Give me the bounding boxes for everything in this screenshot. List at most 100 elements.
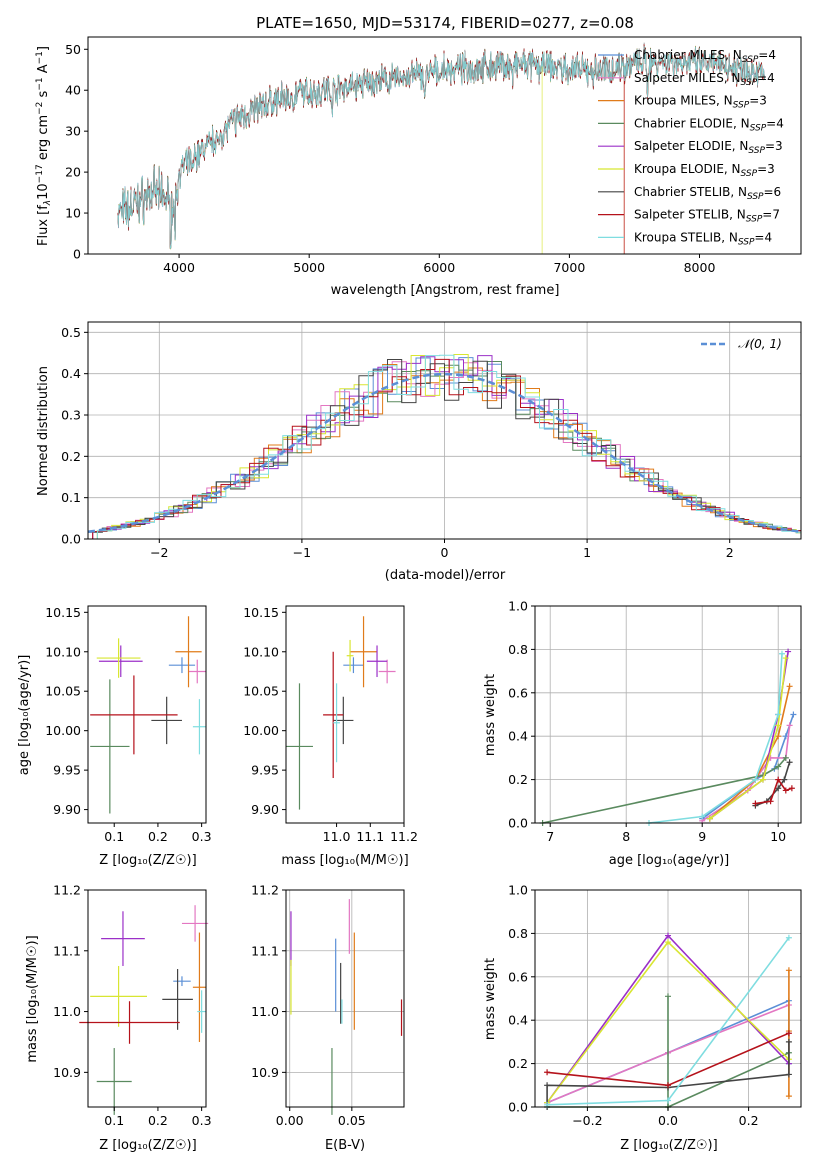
histogram-ytick-label: 0.2: [61, 449, 81, 464]
mass-weight-vs-age-marker: [786, 759, 793, 766]
age-vs-metallicity-marks: [90, 616, 206, 814]
spectrum-title: PLATE=1650, MJD=53174, FIBERID=0277, z=0…: [256, 14, 634, 32]
mass-vs-metallicity-xtick-label: 0.1: [104, 1113, 124, 1128]
histogram-frame: [87, 321, 802, 540]
mass-weight-vs-age-marker: [782, 787, 789, 794]
age-vs-mass-marks: [286, 616, 396, 810]
mass-weight-vs-age-ytick-label: 0.0: [508, 816, 528, 831]
age-vs-metallicity-xtick-label: 0.3: [192, 829, 212, 844]
spectrum-xtick-label: 7000: [553, 260, 585, 275]
spectrum-ytick-label: 50: [65, 42, 81, 57]
mass-weight-vs-age-marker: [767, 798, 774, 805]
spectrum-ytick-label: 40: [65, 83, 81, 98]
mass-weight-vs-age-marker: [699, 813, 706, 820]
mass-weight-vs-age-marker: [752, 776, 759, 783]
mass-weight-vs-metallicity-panel: −0.2 0.0 0.2 0.0 0.2 0.4 0.6 0.8 1.0 Z [log₁₀(Z/…: [483, 883, 802, 1153]
histogram-panel: −2 −1 0 1 2 0.0 0.1 0.2 0.3 0.4 0.5 (data-model)/e…: [36, 321, 802, 583]
histogram-ytick-label: 0.4: [61, 366, 81, 381]
mass-weight-vs-metallicity-ytick-label: 0.8: [508, 926, 528, 941]
mass-weight-vs-age-marker: [775, 785, 782, 792]
mass-weight-vs-age-ytick-label: 0.8: [508, 642, 528, 657]
age-vs-metallicity-panel: 0.1 0.2 0.3 9.90 9.95 10.00 10.05 10.10 10.15 Z …: [17, 605, 212, 868]
mass-weight-vs-metallicity-marker: [785, 934, 792, 941]
mass-weight-vs-metallicity-marker: [544, 1069, 551, 1076]
mass-vs-ebv-ytick-label: 11.1: [251, 943, 279, 958]
spectrum-lines: [117, 42, 765, 254]
spectrum-xlabel: wavelength [Angstrom, rest frame]: [331, 283, 560, 298]
mass-weight-vs-age-marker: [782, 655, 789, 662]
mass-vs-metallicity-ytick-label: 11.1: [53, 943, 81, 958]
age-vs-mass-ytick-label: 9.95: [251, 763, 279, 778]
spectrum-ytick-label: 30: [65, 124, 81, 139]
mass-vs-metallicity-ytick-label: 11.0: [53, 1004, 81, 1019]
mass-weight-vs-metallicity-xlabel: Z [log₁₀(Z/Z☉)]: [620, 1138, 717, 1153]
mass-weight-vs-metallicity-marker: [665, 939, 671, 946]
age-vs-metallicity-ytick-label: 9.90: [53, 802, 81, 817]
mass-weight-vs-age-marker: [775, 776, 782, 783]
mass-weight-vs-age-marker: [775, 733, 782, 740]
mass-weight-vs-age-series-line: [709, 658, 787, 820]
histogram-xtick-label: 2: [726, 545, 734, 560]
mass-weight-vs-metallicity-marker: [665, 1097, 671, 1104]
mass-weight-vs-age-frame: [534, 605, 802, 824]
age-vs-mass-ticks: 11.0 11.1 11.2 9.90 9.95 10.00 10.05 10.10 10.15: [243, 605, 418, 844]
mass-weight-vs-metallicity-ytick-label: 1.0: [508, 883, 528, 898]
histogram-normal-curve: [87, 372, 802, 534]
mass-vs-metallicity-xlabel: Z [log₁₀(Z/Z☉)]: [99, 1138, 196, 1153]
mass-vs-ebv-ytick-label: 11.0: [251, 1004, 279, 1019]
mass-weight-vs-metallicity-ticks: −0.2 0.0 0.2 0.0 0.2 0.4 0.6 0.8 1.0: [508, 883, 758, 1129]
mass-weight-vs-age-marker: [782, 754, 789, 761]
spectrum-legend-label: Chabrier MILES, NSSP=4: [634, 48, 776, 65]
mass-vs-ebv-ytick-label: 11.2: [251, 883, 279, 898]
mass-weight-vs-metallicity-marker: [785, 1093, 792, 1100]
histogram-legend-label: 𝒩(0, 1): [738, 337, 782, 351]
spectrum-panel: PLATE=1650, MJD=53174, FIBERID=0277, z=0…: [35, 14, 802, 298]
mass-weight-vs-age-xtick-label: 9: [698, 829, 706, 844]
mass-weight-vs-age-marker: [752, 800, 759, 807]
age-vs-mass-ytick-label: 10.00: [243, 723, 279, 738]
mass-vs-ebv-marks: [290, 899, 403, 1115]
mass-weight-vs-metallicity-xtick-label: −0.2: [572, 1113, 602, 1128]
age-vs-metallicity-ytick-label: 10.10: [45, 644, 81, 659]
age-vs-mass-xlabel: mass [log₁₀(M/M☉)]: [281, 853, 408, 868]
spectrum-legend-label: Chabrier STELIB, NSSP=6: [634, 185, 781, 202]
mass-weight-vs-age-marker: [785, 648, 792, 655]
mass-weight-vs-age-ytick-label: 0.4: [508, 729, 528, 744]
mass-vs-metallicity-ytick-label: 10.9: [53, 1065, 81, 1080]
age-vs-mass-xtick-label: 11.0: [323, 829, 351, 844]
mass-weight-vs-age-xtick-label: 7: [546, 829, 554, 844]
mass-vs-metallicity-xtick-label: 0.3: [192, 1113, 212, 1128]
mass-weight-vs-age-ytick-label: 0.6: [508, 685, 528, 700]
histogram-xtick-label: 1: [583, 545, 591, 560]
mass-weight-vs-age-xtick-label: 8: [622, 829, 630, 844]
age-vs-mass-ytick-label: 9.90: [251, 802, 279, 817]
spectrum-legend-label: Kroupa MILES, NSSP=3: [634, 94, 767, 111]
mass-weight-vs-metallicity-xtick-label: 0.0: [658, 1113, 678, 1128]
age-vs-metallicity-ticks: 0.1 0.2 0.3 9.90 9.95 10.00 10.05 10.10 10.15: [45, 605, 211, 844]
age-vs-mass-ytick-label: 10.05: [243, 684, 279, 699]
age-vs-metallicity-xlabel: Z [log₁₀(Z/Z☉)]: [99, 853, 196, 868]
mass-weight-vs-metallicity-ytick-label: 0.2: [508, 1056, 528, 1071]
mass-vs-metallicity-xtick-label: 0.2: [148, 1113, 168, 1128]
spectrum-ticks: 4000 5000 6000 7000 8000 0 10 20 30 40 50: [65, 42, 715, 275]
mass-weight-vs-age-marker: [775, 763, 782, 770]
mass-weight-vs-metallicity-ytick-label: 0.4: [508, 1013, 528, 1028]
mass-weight-vs-metallicity-marker: [785, 1038, 792, 1045]
age-vs-mass-xtick-label: 11.2: [390, 829, 418, 844]
histogram-ytick-label: 0.5: [61, 325, 81, 340]
histogram-xtick-label: 0: [441, 545, 449, 560]
age-vs-metallicity-xtick-label: 0.2: [148, 829, 168, 844]
spectrum-legend-label: Kroupa STELIB, NSSP=4: [634, 230, 772, 247]
histogram-ytick-label: 0.0: [61, 532, 81, 547]
mass-vs-ebv-xlabel: E(B-V): [325, 1138, 365, 1153]
spectrum-ytick-label: 20: [65, 165, 81, 180]
age-vs-metallicity-xtick-label: 0.1: [104, 829, 124, 844]
histogram-xlabel: (data-model)/error: [385, 568, 506, 583]
spectrum-xtick-label: 5000: [293, 260, 325, 275]
histogram-lines: [87, 354, 802, 539]
mass-vs-metallicity-frame: [87, 889, 207, 1108]
mass-weight-vs-age-xlabel: age [log₁₀(age/yr)]: [609, 853, 730, 868]
mass-weight-vs-metallicity-marker: [785, 1030, 792, 1037]
mass-weight-vs-metallicity-marker: [785, 1071, 792, 1078]
